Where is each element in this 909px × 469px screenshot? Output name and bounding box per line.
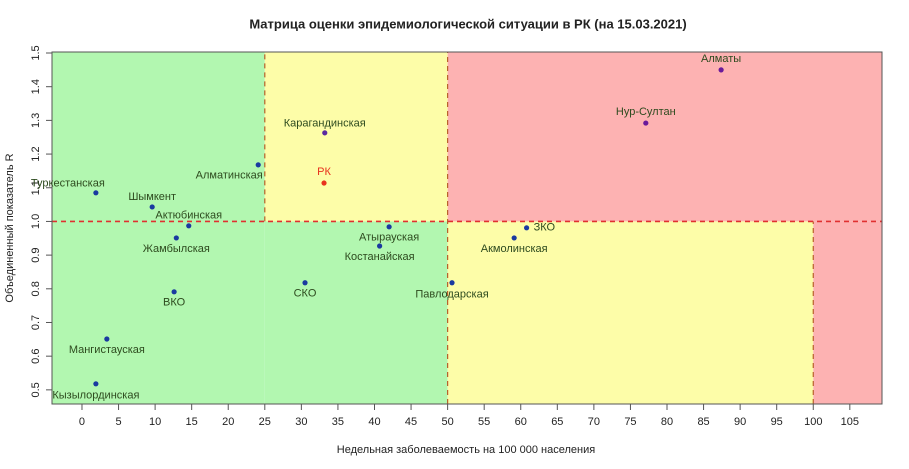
y-tick-label: 1.2	[30, 146, 42, 161]
point-label: Актюбинская	[155, 210, 222, 222]
y-tick-label: 1.3	[30, 113, 42, 128]
y-tick-label: 0.9	[30, 247, 42, 262]
x-tick-label: 95	[771, 416, 783, 428]
x-tick-label: 55	[478, 416, 490, 428]
point-label: Алматинская	[196, 170, 263, 182]
x-tick-label: 10	[149, 416, 161, 428]
y-axis-title: Объединенный показатель R	[4, 153, 16, 302]
y-tick-label: 0.8	[30, 281, 42, 296]
point	[93, 381, 99, 387]
point	[93, 190, 99, 196]
point	[104, 336, 110, 342]
zone	[264, 221, 448, 404]
y-tick-label: 0.5	[30, 382, 42, 397]
point	[511, 235, 517, 241]
zone	[264, 52, 448, 222]
point	[386, 224, 392, 230]
x-tick-label: 20	[222, 416, 234, 428]
y-tick-label: 0.7	[30, 315, 42, 330]
point	[173, 235, 179, 241]
point	[171, 289, 177, 295]
y-tick-label: 0.6	[30, 349, 42, 364]
point	[321, 180, 327, 186]
point	[186, 223, 192, 229]
point	[718, 67, 724, 73]
point	[255, 162, 261, 168]
x-tick-label: 40	[368, 416, 380, 428]
point-label: Кызылординская	[52, 390, 139, 402]
x-tick-label: 65	[551, 416, 563, 428]
point-label: Нур-Султан	[616, 106, 676, 118]
zone	[813, 221, 882, 404]
point-label: СКО	[294, 288, 317, 300]
y-tick-label: 1.4	[30, 79, 42, 94]
x-tick-label: 105	[841, 416, 859, 428]
x-tick-label: 5	[115, 416, 121, 428]
x-tick-label: 100	[804, 416, 822, 428]
y-tick-label: 1.5	[30, 45, 42, 60]
point	[523, 225, 530, 231]
point-label: ВКО	[163, 297, 186, 309]
point-label: Павлодарская	[415, 289, 488, 301]
x-tick-label: 85	[697, 416, 709, 428]
x-tick-label: 70	[588, 416, 600, 428]
x-tick-label: 50	[441, 416, 453, 428]
plot-border	[51, 51, 883, 405]
point-label: РК	[317, 166, 331, 178]
chart-title: Матрица оценки эпидемиологической ситуац…	[249, 16, 686, 31]
x-tick-label: 0	[79, 416, 85, 428]
x-tick-label: 45	[405, 416, 417, 428]
point-label: Жамбылская	[143, 243, 210, 255]
point	[302, 280, 308, 286]
point-label: Шымкент	[128, 191, 176, 203]
point	[643, 120, 649, 126]
x-tick-label: 15	[186, 416, 198, 428]
point-label: Алматы	[701, 53, 741, 65]
point-label: Костанайская	[345, 251, 415, 263]
x-tick-label: 35	[332, 416, 344, 428]
zone	[447, 52, 882, 222]
zone	[447, 221, 814, 404]
point-label: Карагандинская	[284, 118, 366, 130]
zone	[52, 52, 265, 404]
y-tick-label: 1.0	[30, 214, 42, 229]
x-tick-label: 75	[624, 416, 636, 428]
point-label: ЗКО	[534, 222, 556, 234]
point-label: Мангистауская	[69, 344, 145, 356]
point-label: Атырауская	[359, 232, 419, 244]
point	[377, 243, 383, 249]
x-tick-label: 30	[295, 416, 307, 428]
x-tick-label: 90	[734, 416, 746, 428]
point	[449, 280, 455, 286]
point-label: Акмолинская	[481, 243, 548, 255]
point	[322, 130, 328, 136]
x-tick-label: 80	[661, 416, 673, 428]
x-tick-label: 25	[259, 416, 271, 428]
x-axis-title: Недельная заболеваемость на 100 000 насе…	[337, 444, 595, 456]
point-label: Туркестанская	[31, 178, 105, 190]
x-tick-label: 60	[515, 416, 527, 428]
point	[149, 204, 155, 210]
y-tick-label: 1.1	[30, 180, 42, 195]
